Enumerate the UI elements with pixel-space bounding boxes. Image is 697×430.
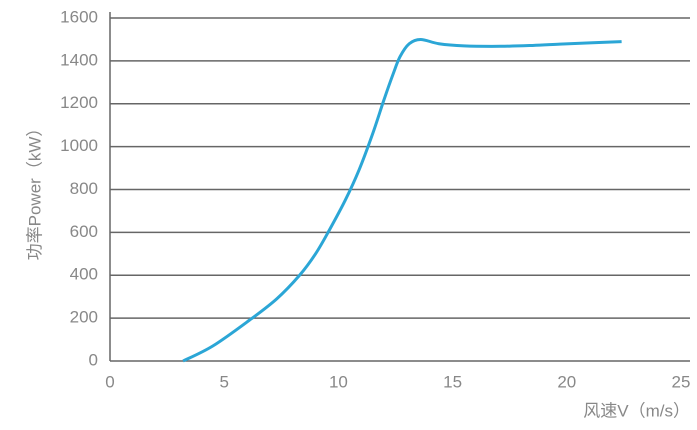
x-tick-label: 10: [329, 372, 348, 391]
y-tick-label: 200: [70, 308, 98, 327]
x-axis-label: 风速V（m/s）: [583, 401, 690, 420]
y-tick-label: 0: [89, 350, 98, 369]
y-tick-label: 400: [70, 265, 98, 284]
x-tick-label: 25: [672, 372, 691, 391]
x-tick-label: 20: [557, 372, 576, 391]
data-line: [182, 37, 622, 363]
y-tick-label: 800: [70, 179, 98, 198]
y-tick-label: 1000: [60, 136, 98, 155]
x-tick-label: 15: [443, 372, 462, 391]
y-axis-label: 功率Power（kW）: [25, 120, 44, 261]
y-tick-label: 600: [70, 222, 98, 241]
y-tick-label: 1200: [60, 93, 98, 112]
y-tick-label: 1600: [60, 7, 98, 26]
x-tick-label: 5: [219, 372, 228, 391]
x-tick-label: 0: [105, 372, 114, 391]
y-tick-label: 1400: [60, 50, 98, 69]
